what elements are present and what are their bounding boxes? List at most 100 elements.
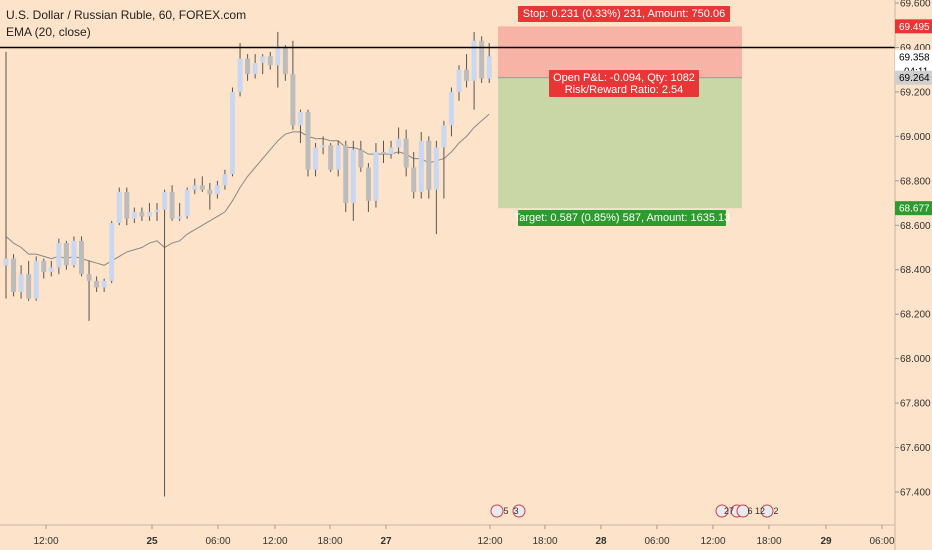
candle [267,51,273,70]
candle [433,140,439,235]
candle [18,265,24,299]
candle [63,240,69,270]
candle-body [441,125,447,148]
target-price-text: 68.677 [899,204,930,215]
candle-body [11,258,17,292]
event-count[interactable]: 5 [503,506,508,516]
flag-icon [760,504,774,518]
y-tick-label: 67.800 [900,399,931,410]
stop-zone[interactable] [498,26,742,78]
y-tick-label: 69.400 [900,43,931,54]
candle [184,187,190,219]
candle [11,254,17,297]
candle-body [381,151,386,155]
candle [214,180,220,199]
position-zones [498,26,742,209]
candle-body [313,147,319,170]
candle [365,163,371,212]
candle-body [328,145,334,170]
candle [328,143,334,172]
x-tick-label: 12:00 [477,536,502,547]
candle-body [396,138,402,148]
candle [139,207,145,221]
candle [479,36,485,84]
candle-body [184,189,190,217]
ema-line [5,113,490,266]
candle-body [86,274,92,281]
x-tick-label: 18:00 [756,536,781,547]
entry-price-badge: 69.264 [895,70,932,85]
candle [86,260,92,321]
candle [230,87,235,177]
pnl-label-bg [549,70,699,97]
position-labels: Stop: 0.231 (0.33%) 231, Amount: 750.06 O… [514,6,730,226]
candle [358,140,364,172]
candle [222,169,228,190]
x-tick-label: 12:00 [700,536,725,547]
event-count[interactable]: 2 [773,506,778,516]
x-tick-label: 06:00 [869,536,894,547]
candle [207,183,213,210]
candle-body [199,185,205,190]
flag-icon [715,504,729,518]
x-tick-label: 29 [820,536,832,547]
candle [199,176,205,192]
candle-body [154,209,160,212]
y-tick-label: 67.600 [900,443,931,454]
x-tick-label: 25 [146,536,158,547]
candle [154,203,160,221]
candle-body [41,260,47,272]
candle [245,54,251,81]
candles [3,31,492,497]
candle [109,220,115,284]
candle [116,187,122,226]
candle [260,54,266,75]
candle [418,131,424,199]
candle-body [260,56,266,64]
y-tick-label: 68.400 [900,265,931,276]
candle [41,258,47,279]
pnl-label-text: Open P&L: -0.094, Qty: 1082 [553,72,695,84]
target-label-text: Target: 0.587 (0.85%) 587, Amount: 1635.… [514,212,730,224]
candle [426,136,432,199]
candle-body [320,145,326,148]
candle [313,143,319,177]
candle-body [214,185,220,195]
candle [79,236,84,277]
candle-body [101,280,107,288]
candle-body [448,91,454,126]
candle [381,140,386,164]
price-axis[interactable]: 69.600 69.400 69.200 69.000 68.800 68.600 68.4… [894,0,932,550]
candle-body [403,138,409,168]
candle [297,109,303,144]
event-count[interactable]: 27 [724,506,734,516]
target-price-badge-bg [895,201,932,216]
candle [411,151,417,199]
candle [335,140,341,177]
ema-polyline [5,113,490,266]
event-count[interactable]: 3 [513,506,518,516]
candle [146,203,152,221]
pnl-label-text: Risk/Reward Ratio: 2.54 [565,84,684,96]
candle-body [290,74,296,126]
candle-body [335,145,341,170]
target-zone[interactable] [498,77,742,209]
candle [275,31,281,88]
event-count[interactable]: 6 [747,506,752,516]
candle-body [267,56,273,66]
candle [237,43,243,97]
x-tick-label: 18:00 [532,536,557,547]
candle-body [343,145,349,204]
x-tick-label: 18:00 [317,536,342,547]
candle [33,256,39,301]
candle [456,65,462,101]
candle [169,185,175,221]
current-price-text: 69.358 [899,52,930,63]
economic-events[interactable]: 5 3 27 6 12 2 [490,504,779,518]
time-axis[interactable]: 12:00 25 06:00 12:00 18:00 27 12:00 18:00 28 06:0… [0,524,895,547]
y-tick-label: 68.600 [900,221,931,232]
candle-body [365,167,371,201]
candle-body [464,69,470,81]
event-count[interactable]: 12 [755,506,765,516]
